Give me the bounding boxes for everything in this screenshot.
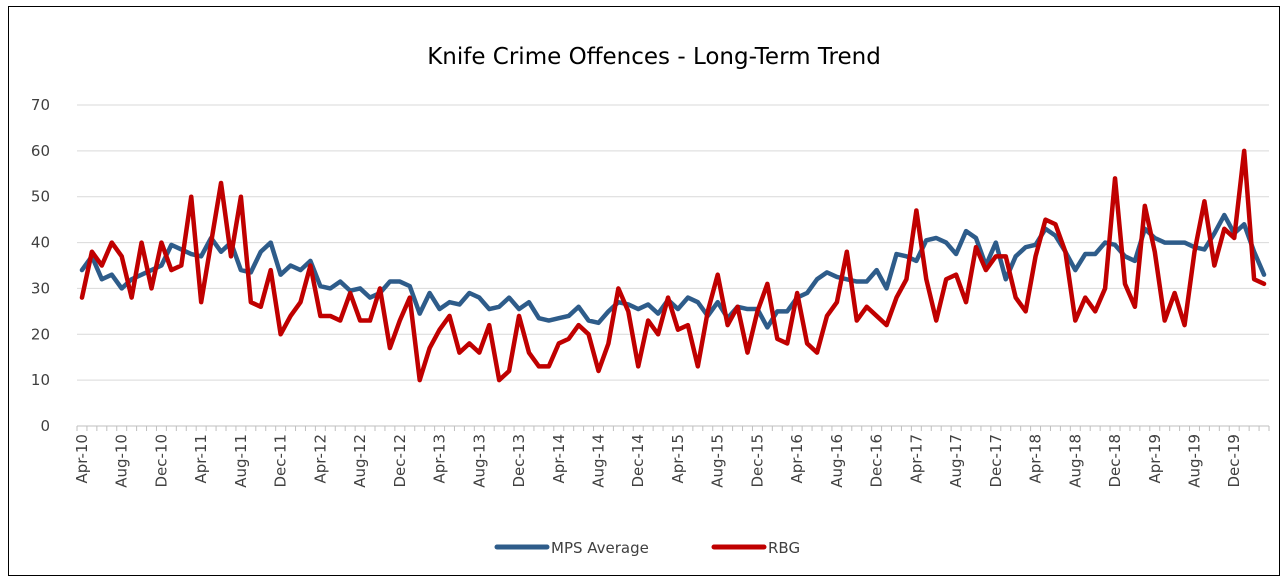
line-chart: Knife Crime Offences - Long-Term Trend 0… (31, 44, 1270, 557)
x-tick-label: Aug-14 (590, 434, 608, 488)
series-lines (79, 148, 1267, 383)
x-tick-label: Dec-17 (987, 434, 1005, 488)
x-tick-label: Dec-13 (510, 434, 528, 488)
series-line-rbg (79, 148, 1267, 383)
y-tick-label: 10 (31, 371, 50, 389)
y-tick-label: 20 (31, 325, 50, 343)
x-tick-label: Dec-15 (748, 434, 766, 488)
y-axis-ticks: 0 10 20 30 40 50 60 70 (31, 96, 50, 435)
x-tick-label: Apr-19 (1146, 434, 1164, 484)
x-tick-label: Dec-14 (629, 434, 647, 488)
x-tick-label: Aug-11 (232, 434, 250, 488)
x-tick-label: Apr-13 (431, 434, 449, 484)
x-axis (76, 425, 1270, 431)
x-tick-label: Apr-17 (907, 434, 925, 484)
y-tick-label: 60 (31, 142, 50, 160)
x-tick-label: Aug-17 (947, 434, 965, 488)
x-tick-label: Dec-10 (152, 434, 170, 488)
x-tick-label: Aug-13 (470, 434, 488, 488)
x-tick-label: Dec-12 (391, 434, 409, 488)
legend-label-rbg: RBG (768, 539, 800, 557)
x-tick-label: Dec-16 (868, 434, 886, 488)
x-tick-label: Apr-14 (550, 434, 568, 484)
x-tick-label: Dec-11 (272, 434, 290, 488)
y-tick-label: 0 (40, 417, 50, 435)
x-tick-label: Dec-18 (1106, 434, 1124, 488)
legend-label-mps-average: MPS Average (551, 539, 649, 557)
x-tick-label: Aug-19 (1186, 434, 1204, 488)
y-tick-label: 50 (31, 188, 50, 206)
x-tick-label: Apr-15 (669, 434, 687, 484)
x-tick-label: Apr-12 (311, 434, 329, 484)
legend: MPS Average RBG (494, 539, 800, 557)
x-tick-label: Aug-12 (351, 434, 369, 488)
x-tick-label: Apr-16 (788, 434, 806, 484)
gridlines (77, 104, 1269, 381)
x-axis-ticks: Apr-10 Aug-10 Dec-10 Apr-11 Aug-11 Dec-11 Apr-… (73, 434, 1243, 488)
chart-title: Knife Crime Offences - Long-Term Trend (427, 44, 881, 70)
x-tick-label: Apr-10 (73, 434, 91, 484)
x-tick-label: Dec-19 (1225, 434, 1243, 488)
chart-frame: Knife Crime Offences - Long-Term Trend 0… (8, 6, 1280, 576)
x-tick-label: Aug-15 (709, 434, 727, 488)
x-tick-label: Apr-11 (192, 434, 210, 484)
y-tick-label: 30 (31, 279, 50, 297)
y-tick-label: 70 (31, 96, 50, 114)
x-tick-label: Aug-16 (828, 434, 846, 488)
y-tick-label: 40 (31, 234, 50, 252)
x-tick-label: Aug-10 (113, 434, 131, 488)
x-tick-label: Apr-18 (1027, 434, 1045, 484)
x-tick-label: Aug-18 (1066, 434, 1084, 488)
